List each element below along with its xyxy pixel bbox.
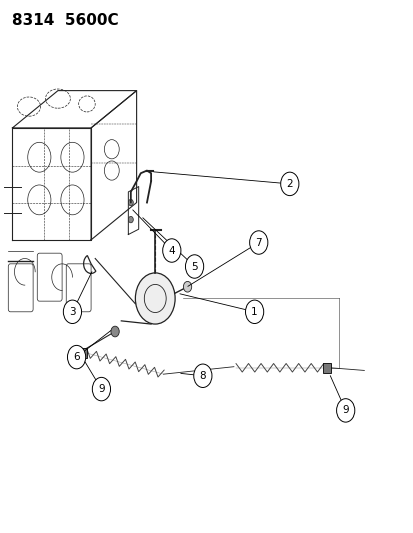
Text: 9: 9 [342,406,348,415]
Circle shape [162,239,180,262]
Circle shape [280,172,298,196]
FancyBboxPatch shape [79,348,86,358]
Text: 1: 1 [251,307,257,317]
Circle shape [336,399,354,422]
Circle shape [183,281,191,292]
Text: 8314  5600C: 8314 5600C [12,13,119,28]
Text: 7: 7 [255,238,261,247]
Circle shape [63,300,81,324]
FancyBboxPatch shape [323,363,330,373]
Circle shape [92,377,110,401]
Text: 5: 5 [191,262,197,271]
Text: 2: 2 [286,179,292,189]
Circle shape [245,300,263,324]
Circle shape [67,345,85,369]
Text: 3: 3 [69,307,76,317]
Circle shape [135,273,175,324]
Text: 8: 8 [199,371,206,381]
Circle shape [193,364,211,387]
Circle shape [128,199,133,206]
Circle shape [128,216,133,223]
Text: 6: 6 [73,352,80,362]
Circle shape [249,231,267,254]
Text: 4: 4 [168,246,175,255]
Text: 9: 9 [98,384,104,394]
Circle shape [185,255,203,278]
Circle shape [111,326,119,337]
